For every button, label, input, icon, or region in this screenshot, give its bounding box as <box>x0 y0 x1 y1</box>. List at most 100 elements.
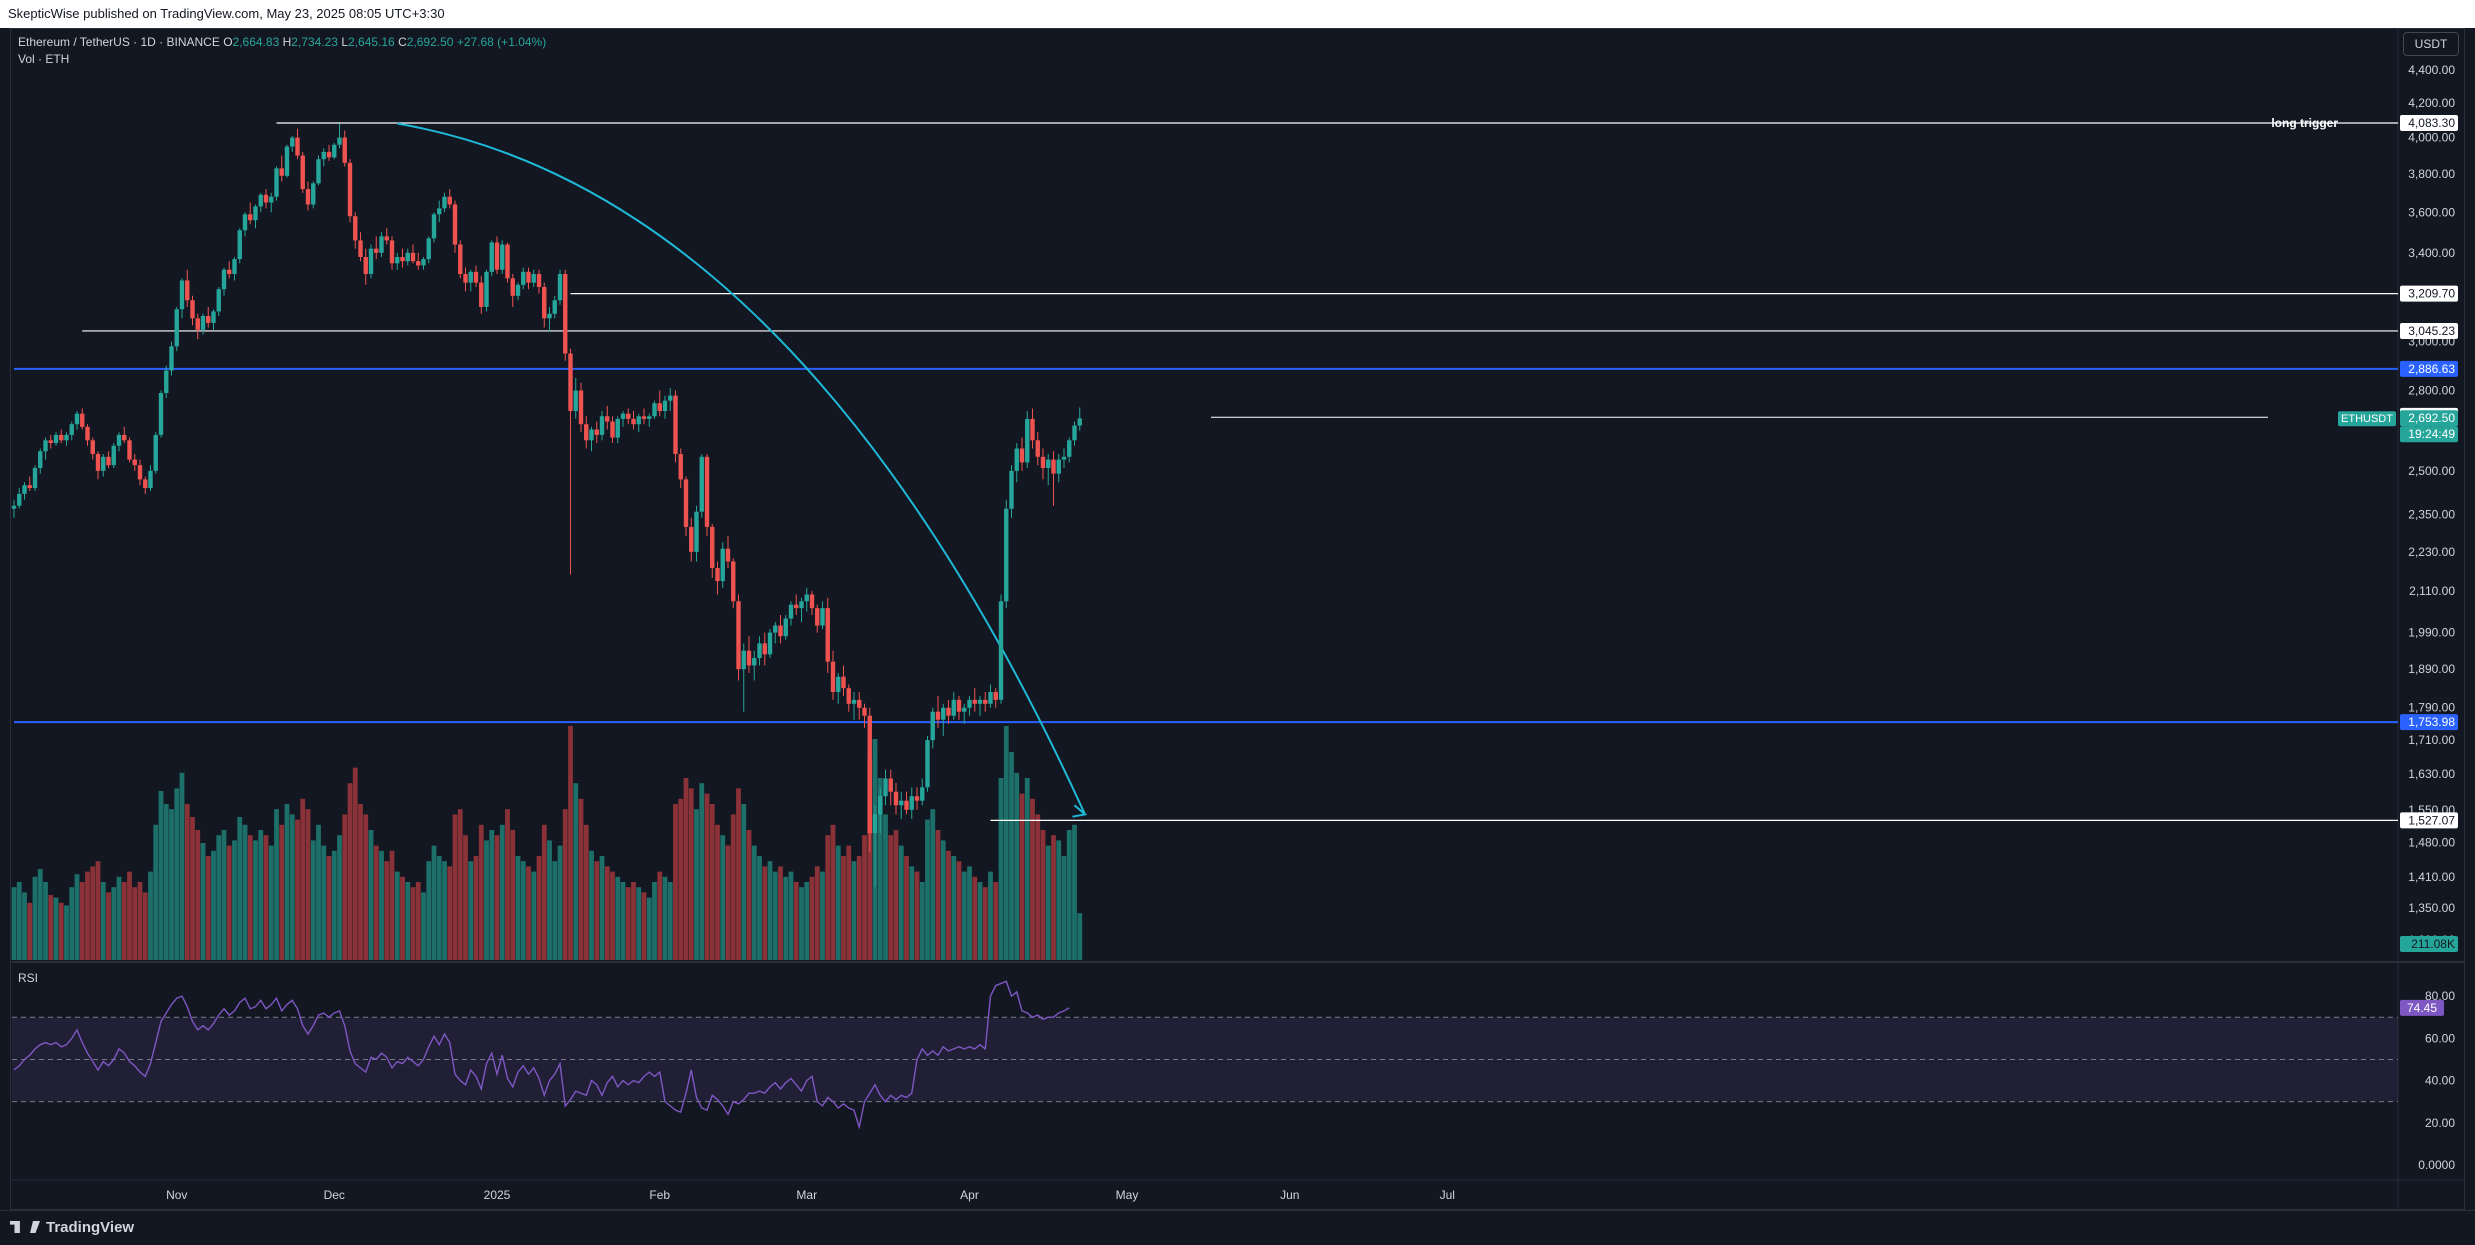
candle-body <box>547 313 552 319</box>
volume-bar <box>85 871 90 960</box>
volume-bar <box>426 861 432 960</box>
footer-bar: TradingView <box>0 1210 2475 1245</box>
currency-button[interactable]: USDT <box>2403 32 2459 56</box>
candle-body <box>804 594 809 602</box>
price-tick-label: 2,800.00 <box>2408 383 2455 397</box>
candle-body <box>164 370 169 394</box>
volume-bar <box>347 783 353 960</box>
candle-body <box>841 676 846 689</box>
candle-body <box>594 429 599 435</box>
volume-bar <box>363 814 369 960</box>
candle-body <box>746 650 752 666</box>
price-tick-label: 1,790.00 <box>2408 701 2455 715</box>
volume-bar <box>830 824 836 960</box>
candle-body <box>106 456 111 466</box>
volume-bar <box>310 840 316 960</box>
candle-body <box>993 692 998 700</box>
open-value: 2,664.83 <box>232 35 280 49</box>
volume-bar <box>835 845 841 960</box>
candle-body <box>368 248 374 274</box>
volume-bar <box>919 882 925 960</box>
volume-bar <box>573 783 579 960</box>
candle-body <box>725 548 731 562</box>
volume-bar <box>1014 772 1020 960</box>
candle-body <box>153 434 158 471</box>
symbol-legend: Ethereum / TetherUS · 1D · BINANCE O2,66… <box>18 34 546 50</box>
volume-bar <box>174 788 180 960</box>
candle-body <box>899 800 904 806</box>
candle-body <box>22 485 27 494</box>
volume-bar <box>982 887 988 960</box>
candle-body <box>636 416 641 425</box>
volume-bar <box>804 882 810 960</box>
candle-body <box>1009 470 1014 509</box>
volume-bar <box>442 861 447 960</box>
candle-body <box>410 252 416 262</box>
volume-bar <box>841 856 846 960</box>
candle-body <box>468 271 473 283</box>
volume-bar <box>200 843 206 960</box>
volume-bar <box>898 845 904 960</box>
candle-body <box>221 269 227 290</box>
price-tick-label: 1,350.00 <box>2408 901 2455 915</box>
candle-body <box>767 632 773 655</box>
candle-body <box>258 194 263 207</box>
candle-body <box>1077 418 1082 426</box>
volume-bar <box>678 798 684 960</box>
volume-bar <box>930 809 936 960</box>
level-price-tag <box>2400 714 2458 731</box>
volume-bar <box>888 835 894 960</box>
candle-body <box>946 707 951 716</box>
volume-bar <box>447 866 453 960</box>
candle-body <box>332 144 337 158</box>
close-label: C <box>398 35 407 49</box>
candle-body <box>237 230 242 260</box>
volume-bar <box>998 778 1004 960</box>
candle-body <box>169 346 174 371</box>
candle-body <box>715 567 720 582</box>
candle-body <box>179 280 185 310</box>
volume-bar <box>746 830 752 960</box>
candle-body <box>95 454 101 471</box>
high-label: H <box>282 35 292 49</box>
price-tick-label: 1,710.00 <box>2408 733 2455 747</box>
candle-body <box>484 271 489 307</box>
volume-bar <box>526 866 531 960</box>
volume-bar <box>610 871 615 960</box>
price-tick-label: 2,350.00 <box>2408 508 2455 522</box>
candle-body <box>557 273 563 301</box>
level-price-label: 3,209.70 <box>2408 287 2455 301</box>
volume-last-tag <box>2400 936 2458 952</box>
volume-bar <box>400 876 405 960</box>
candle-body <box>347 162 353 217</box>
volume-bar <box>274 809 279 960</box>
candle-body <box>584 424 589 441</box>
level-price-tag <box>2400 322 2458 339</box>
candle-body <box>883 778 888 797</box>
low-value: 2,645.16 <box>348 35 395 49</box>
volume-bar <box>505 809 510 960</box>
time-tick-label: 2025 <box>484 1188 511 1202</box>
countdown-tag <box>2400 426 2458 443</box>
candle-body <box>710 526 715 568</box>
tradingview-logo[interactable]: TradingView <box>10 1219 134 1236</box>
volume-bar <box>557 845 563 960</box>
candle-body <box>888 778 893 792</box>
candle-body <box>920 787 925 801</box>
candle-body <box>116 434 122 446</box>
candle-body <box>447 196 452 205</box>
candle-body <box>473 271 479 283</box>
volume-bar <box>751 845 757 960</box>
publisher-text: SkepticWise published on TradingView.com… <box>8 6 445 21</box>
volume-bar <box>127 871 132 960</box>
candle-body <box>431 214 437 239</box>
candle-body <box>122 434 127 441</box>
price-tick-label: 2,500.00 <box>2408 464 2455 478</box>
volume-bar <box>279 824 285 960</box>
volume-bar <box>74 874 80 960</box>
volume-bar <box>121 882 127 960</box>
candle-body <box>311 183 316 205</box>
candle-body <box>242 214 248 231</box>
candle-body <box>515 284 521 296</box>
